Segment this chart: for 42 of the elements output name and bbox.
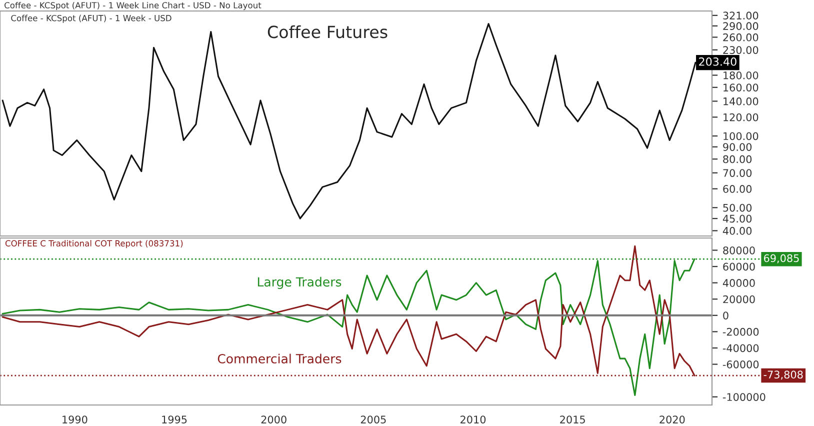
y-tick-label: -40000 (722, 344, 759, 352)
text: Coffee Futures (268, 25, 388, 38)
x-tick-label: 2015 (560, 416, 585, 424)
series-label: Commercial Traders (218, 354, 342, 364)
y-tick-label: 100.00 (724, 132, 758, 140)
y-tick-label: 321.00 (723, 12, 758, 20)
x-tick-label: 2005 (360, 416, 386, 424)
y-tick-label: 90.00 (723, 143, 752, 151)
y-tick-label: 260.00 (723, 33, 758, 42)
annotation: 203.40 (699, 57, 736, 66)
y-tick-label: 50.00 (723, 204, 752, 212)
y-tick-label: -100000 (722, 393, 766, 401)
y-tick-label: 80.00 (723, 155, 752, 164)
line-series (2, 23, 696, 220)
series-label: Large Traders (258, 276, 342, 290)
y-tick-label: 40.00 (722, 226, 752, 235)
y-tick-label: 290.00 (723, 22, 758, 30)
x-tick-label: 2020 (660, 416, 685, 424)
x-tick-label: 2000 (261, 416, 286, 424)
y-tick-label: -20000 (722, 328, 759, 336)
text: Coffee - KCSpot (AFUT) - 1 Week Line Chart - USD - No Layout (4, 2, 262, 10)
y-tick-label: 40000 (722, 279, 755, 287)
y-tick-label: 0 (723, 312, 728, 320)
y-tick-label: 60.00 (723, 185, 752, 193)
y-tick-label: 45.00 (722, 214, 752, 223)
y-tick-label: 80000 (723, 246, 755, 254)
y-tick-label: 230.00 (723, 46, 758, 54)
ref-line-label: -73,808 (764, 370, 803, 380)
y-tick-label: 20000 (723, 295, 755, 304)
y-tick-label: 180.00 (724, 71, 758, 80)
y-tick-label: 120.00 (724, 113, 758, 122)
x-tick-label: 1995 (162, 416, 187, 424)
y-tick-label: -60000 (722, 360, 759, 368)
x-tick-label: 2010 (460, 416, 486, 424)
y-tick-label: 160.00 (724, 84, 758, 92)
y-tick-label: 70.00 (723, 169, 752, 177)
y-tick-label: 60000 (723, 262, 755, 271)
chart-title: COFFEE C Traditional COT Report (083731) (5, 240, 183, 248)
ref-line-label: 69,085 (764, 254, 799, 264)
x-tick-label: 1990 (62, 416, 88, 424)
chart-subtitle: Coffee - KCSpot (AFUT) - 1 Week - USD (11, 14, 172, 23)
y-tick-label: 140.00 (724, 97, 758, 106)
